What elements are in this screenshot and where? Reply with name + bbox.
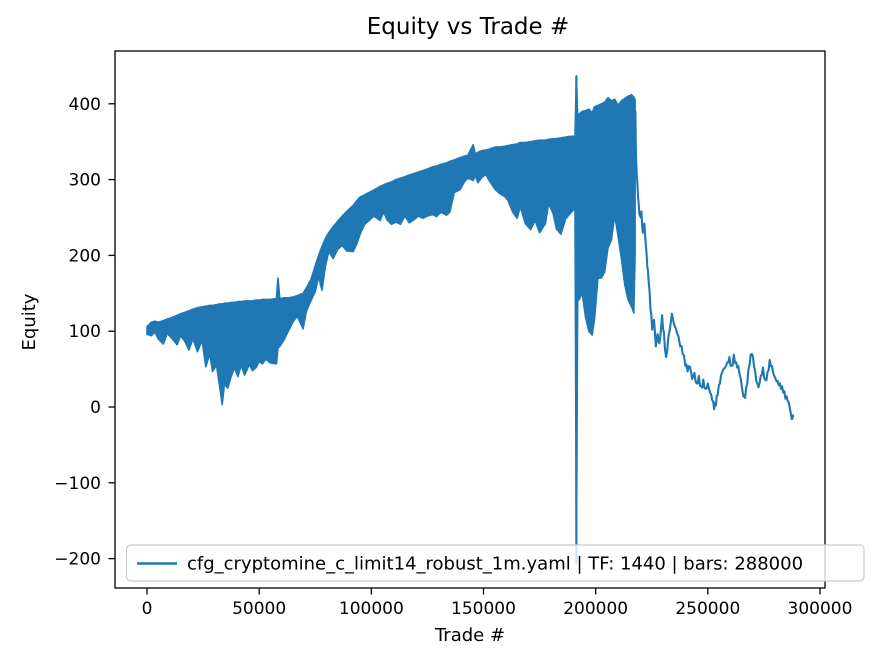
legend: cfg_cryptomine_c_limit14_robust_1m.yaml … [125, 544, 865, 582]
x-tick-label: 200000 [563, 599, 628, 619]
x-tick-label: 150000 [451, 599, 516, 619]
y-tick-label: 300 [69, 171, 101, 191]
equity-series-layer [146, 75, 795, 565]
equity-curve-tail [634, 110, 795, 421]
x-tick-label: 50000 [232, 599, 286, 619]
x-tick-label: 100000 [339, 599, 404, 619]
y-tick-label: 0 [90, 398, 101, 418]
y-tick-label: 200 [69, 246, 101, 266]
x-tick-label: 300000 [788, 599, 853, 619]
legend-box [125, 544, 865, 582]
y-axis-label: Equity [19, 293, 40, 350]
axes-layer: 0 50000 100000 150000 200000 250000 300000 −200… [54, 50, 853, 619]
equity-curve-band [146, 75, 636, 565]
legend-label: cfg_cryptomine_c_limit14_robust_1m.yaml … [187, 554, 803, 575]
x-tick-label: 0 [142, 599, 153, 619]
plot-border [114, 50, 826, 589]
x-tick-label: 250000 [675, 599, 740, 619]
y-tick-label: 100 [69, 322, 101, 342]
chart-title: Equity vs Trade # [367, 14, 570, 40]
y-tick-label: 400 [69, 95, 101, 115]
x-axis-label: Trade # [434, 625, 505, 646]
y-tick-label: −200 [54, 550, 101, 570]
y-tick-label: −100 [54, 474, 101, 494]
